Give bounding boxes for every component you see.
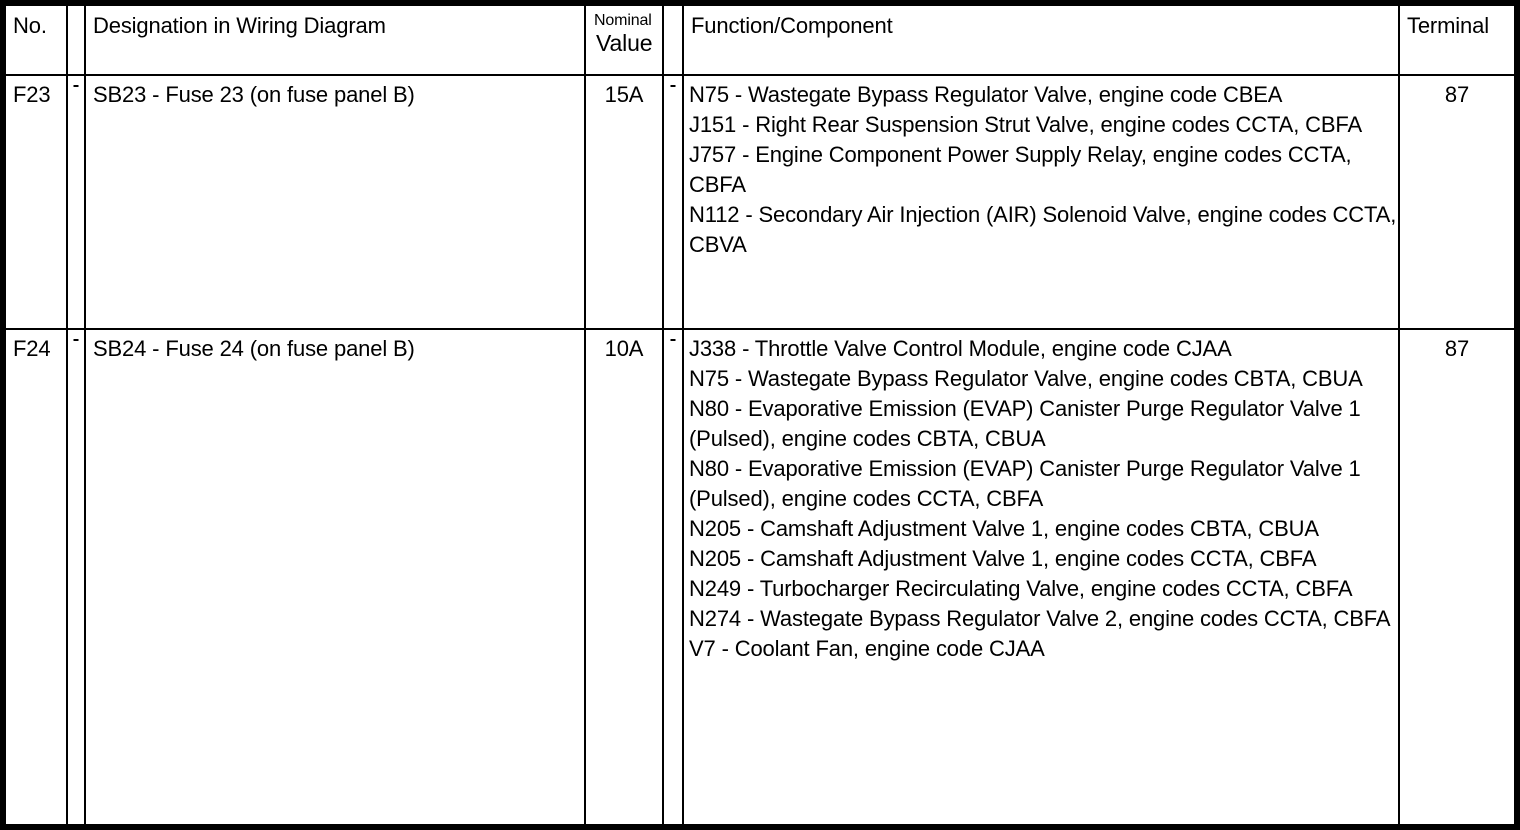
function-entry: N249 - Turbocharger Recirculating Valve,…	[689, 576, 1353, 601]
function-entry: N112 - Secondary Air Injection (AIR) Sol…	[689, 202, 1397, 257]
function-entry: N274 - Wastegate Bypass Regulator Valve …	[689, 606, 1391, 631]
function-entry: N80 - Evaporative Emission (EVAP) Canist…	[689, 456, 1361, 511]
function-component-cell: J338 - Throttle Valve Control Module, en…	[684, 330, 1398, 824]
separator-column-cell	[664, 76, 682, 328]
terminal-cell: 87	[1400, 330, 1514, 824]
designation-cell: SB24 - Fuse 24 (on fuse panel B)	[86, 330, 584, 824]
column-header-no: No.	[6, 6, 66, 74]
function-entry: N75 - Wastegate Bypass Regulator Valve, …	[689, 82, 1283, 107]
function-entry: N75 - Wastegate Bypass Regulator Valve, …	[689, 366, 1363, 391]
fuse-number-cell: F23	[6, 76, 66, 328]
function-entry: J338 - Throttle Valve Control Module, en…	[689, 336, 1232, 361]
separator-column-header	[664, 6, 682, 74]
row-marker-dash-icon	[73, 85, 79, 87]
column-header-terminal: Terminal	[1400, 6, 1514, 74]
terminal-cell: 87	[1400, 76, 1514, 328]
column-header-nominal-line1: Nominal	[594, 12, 652, 29]
column-header-designation: Designation in Wiring Diagram	[86, 6, 584, 74]
function-component-cell: N75 - Wastegate Bypass Regulator Valve, …	[684, 76, 1398, 328]
column-header-function: Function/Component	[684, 6, 1398, 74]
designation-cell: SB23 - Fuse 23 (on fuse panel B)	[86, 76, 584, 328]
row-marker-dash-icon	[670, 339, 676, 341]
function-entry: J757 - Engine Component Power Supply Rel…	[689, 142, 1352, 197]
separator-column-cell	[664, 330, 682, 824]
nominal-value-cell: 10A	[586, 330, 662, 824]
function-entry: N80 - Evaporative Emission (EVAP) Canist…	[689, 396, 1361, 451]
nominal-value-cell: 15A	[586, 76, 662, 328]
fuse-number-cell: F24	[6, 330, 66, 824]
function-entry: N205 - Camshaft Adjustment Valve 1, engi…	[689, 546, 1317, 571]
column-header-nominal-value: Nominal Value	[586, 6, 662, 74]
row-marker-dash-icon	[670, 85, 676, 87]
separator-column-cell	[68, 330, 84, 824]
function-entry: J151 - Right Rear Suspension Strut Valve…	[689, 112, 1362, 137]
function-entry: N205 - Camshaft Adjustment Valve 1, engi…	[689, 516, 1319, 541]
function-entry: V7 - Coolant Fan, engine code CJAA	[689, 636, 1045, 661]
column-header-nominal-line2: Value	[596, 30, 653, 56]
separator-column-header	[68, 6, 84, 74]
separator-column-cell	[68, 76, 84, 328]
row-marker-dash-icon	[73, 339, 79, 341]
